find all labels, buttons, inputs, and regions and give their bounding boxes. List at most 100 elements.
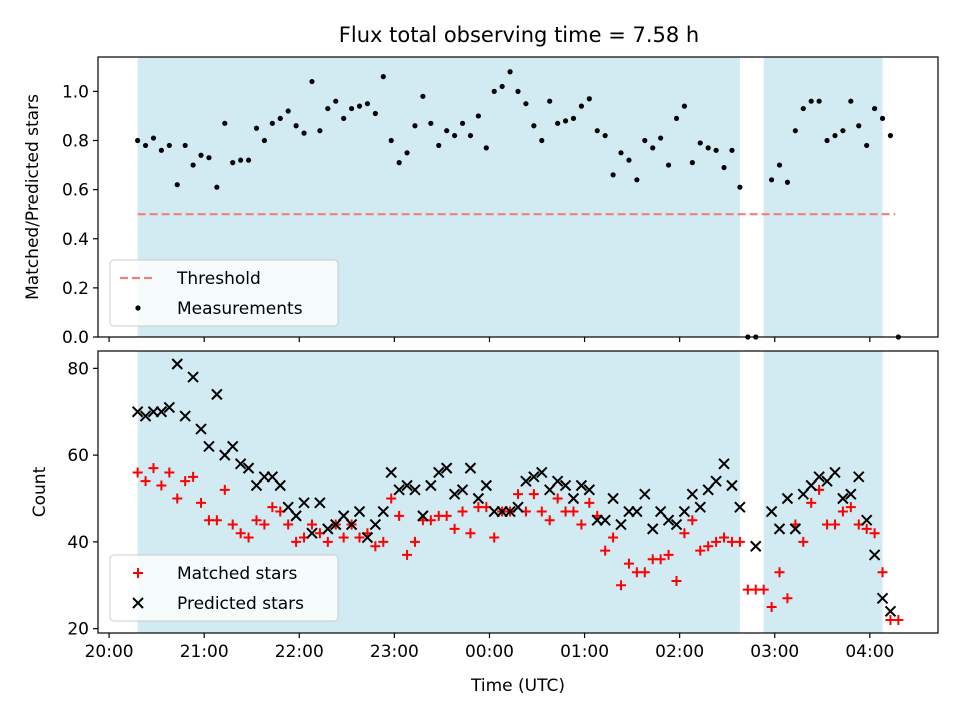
measurement-point [483, 145, 489, 151]
axes-frame [97, 56, 939, 338]
measurement-point [523, 101, 529, 107]
predicted-star-point [433, 466, 445, 479]
measurement-point [840, 128, 846, 134]
measurement-point [428, 120, 434, 126]
matched-star-point [140, 476, 151, 487]
predicted-star-point [480, 479, 493, 492]
matched-star-point [306, 519, 317, 530]
measurement-point [832, 132, 838, 139]
predicted-star-point [599, 514, 611, 526]
y-tick-label: 1.0 [62, 82, 89, 102]
matched-star-point [766, 601, 777, 612]
measurement-point [658, 135, 664, 141]
matched-star-point [409, 536, 420, 547]
predicted-star-point [750, 540, 762, 552]
predicted-star-point [551, 475, 564, 487]
predicted-star-point [345, 518, 358, 531]
matched-star-point [227, 519, 238, 530]
matched-star-point [679, 528, 690, 539]
predicted-star-point [607, 492, 619, 505]
legend-label: Threshold [176, 269, 261, 289]
predicted-star-point [884, 605, 897, 618]
measurement-point [705, 145, 711, 151]
matched-star-point [782, 593, 793, 604]
x-tick-label: 00:00 [465, 642, 514, 662]
x-tick-label: 04:00 [845, 642, 894, 662]
matched-star-point [148, 463, 159, 474]
x-tick-label: 23:00 [370, 642, 419, 662]
matched-star-point [267, 502, 278, 513]
measurement-point [776, 162, 783, 168]
measurement-point [713, 147, 719, 153]
predicted-star-point [322, 523, 334, 535]
measurement-point [673, 115, 680, 122]
measurement-point [594, 128, 600, 134]
predicted-star-point [425, 479, 437, 492]
measurement-point [142, 142, 149, 149]
measurement-point [198, 152, 204, 158]
matched-star-point [671, 575, 682, 586]
measurement-point [206, 155, 212, 161]
predicted-star-point [187, 371, 199, 383]
predicted-star-point [567, 492, 580, 505]
predicted-star-point [631, 505, 643, 518]
matched-star-point [695, 545, 706, 556]
x-axis-label: Time (UTC) [470, 676, 565, 696]
measurement-point [452, 132, 458, 139]
measurement-point [547, 98, 553, 104]
matched-star-point [639, 567, 650, 578]
measurement-point [467, 132, 474, 139]
measurement-point [768, 177, 775, 183]
measurement-point [190, 162, 196, 168]
matched-star-point [196, 497, 207, 508]
y-tick-label: 80 [67, 359, 89, 379]
matched-star-point [219, 484, 230, 495]
measurement-point [499, 83, 505, 90]
predicted-star-point [242, 462, 255, 474]
measurement-point [879, 115, 886, 122]
predicted-star-point [361, 531, 374, 544]
predicted-star-point [131, 406, 144, 418]
matched-star-point [465, 528, 476, 539]
predicted-star-point [139, 410, 152, 422]
predicted-star-point [789, 523, 802, 535]
matched-star-point [616, 580, 627, 591]
predicted-star-point [528, 471, 540, 483]
predicted-star-point [559, 479, 572, 492]
measurement-point [293, 123, 299, 129]
measurement-point [507, 69, 513, 75]
matched-star-point [806, 497, 817, 508]
predicted-star-point [639, 488, 651, 500]
predicted-star-point [583, 484, 596, 496]
measurement-point [650, 145, 656, 151]
predicted-star-point [163, 401, 176, 414]
measurement-point [681, 103, 688, 109]
measurement-point [372, 110, 378, 117]
measurement-point [475, 113, 481, 119]
predicted-star-point [520, 475, 532, 487]
matched-star-point [687, 515, 698, 526]
matched-star-point [259, 519, 270, 530]
x-tick-label: 01:00 [560, 642, 609, 662]
matched-star-point [338, 532, 349, 543]
measurement-point [578, 103, 584, 109]
predicted-star-point [290, 510, 302, 522]
measurement-point [253, 125, 260, 131]
predicted-star-point [686, 488, 699, 500]
y-tick-label: 0.2 [62, 279, 89, 299]
measurement-point [864, 142, 870, 149]
measurement-point [848, 98, 854, 104]
matched-star-point [235, 528, 246, 539]
matched-star-point [283, 519, 294, 530]
measurement-point [634, 177, 640, 183]
x-tick-label: 22:00 [275, 642, 324, 662]
series-measurements [135, 69, 901, 340]
matched-star-point [536, 506, 547, 517]
predicted-star-point [710, 475, 722, 487]
predicted-star-point [829, 466, 841, 479]
predicted-star-point [211, 388, 223, 401]
predicted-star-point [472, 492, 485, 505]
predicted-star-point [647, 523, 659, 535]
y-axis-label: Count [30, 466, 50, 517]
predicted-star-point [813, 471, 825, 483]
